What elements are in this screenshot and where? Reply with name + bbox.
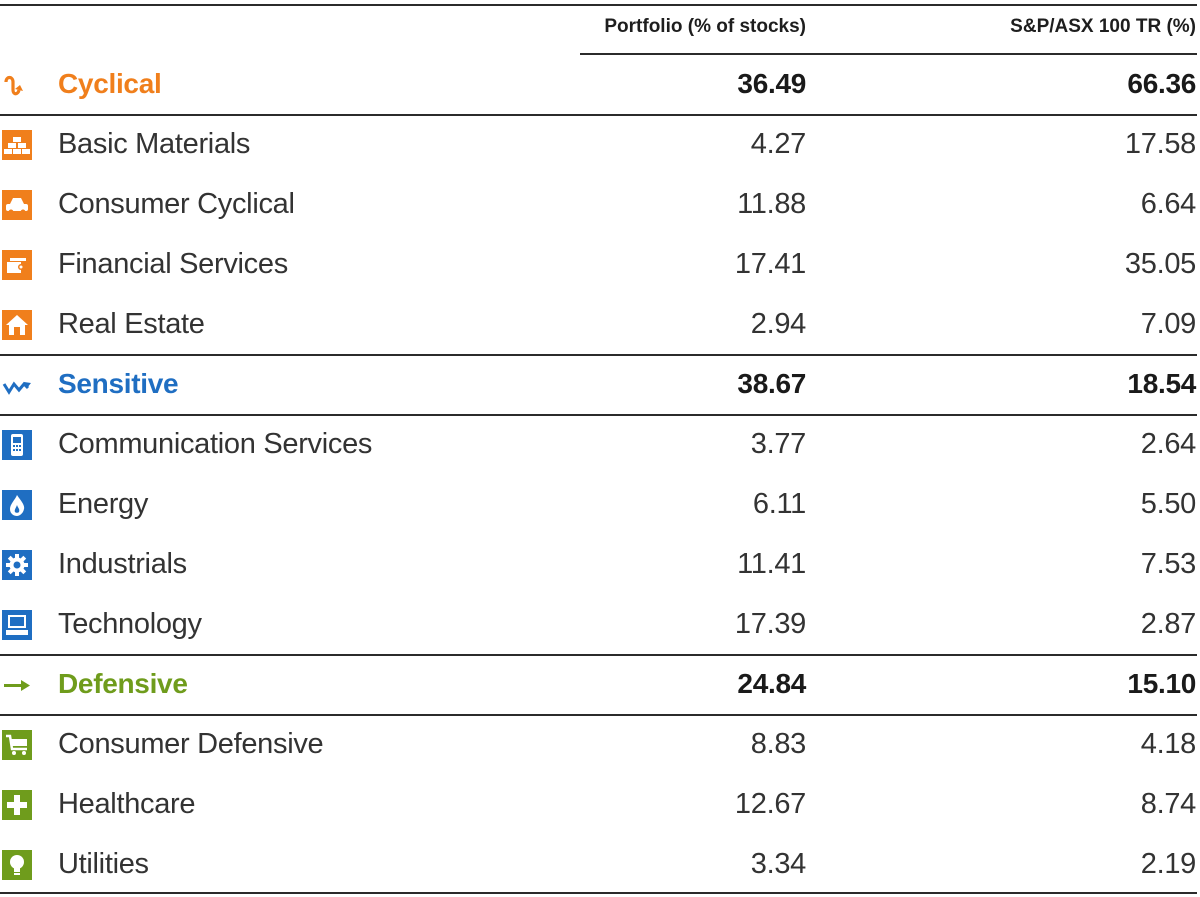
portfolio-value: 24.84 xyxy=(737,668,806,699)
benchmark-column-header: S&P/ASX 100 TR (%) xyxy=(1010,16,1196,37)
benchmark-value: 7.09 xyxy=(1140,308,1197,340)
sector-row: Healthcare 12.67 8.74 xyxy=(0,774,1200,834)
sector-row: Energy 6.11 5.50 xyxy=(0,474,1200,534)
sector-name: Utilities xyxy=(58,848,149,880)
car-icon xyxy=(2,190,32,220)
group-rule xyxy=(0,414,1197,416)
portfolio-value: 11.88 xyxy=(737,188,806,220)
benchmark-value: 17.58 xyxy=(1124,128,1196,160)
house-icon xyxy=(2,310,32,340)
sector-name: Consumer Defensive xyxy=(58,728,324,760)
sector-row: Consumer Cyclical 11.88 6.64 xyxy=(0,174,1200,234)
portfolio-value: 8.83 xyxy=(750,728,807,760)
super-sector-name: Cyclical xyxy=(58,68,162,99)
benchmark-value: 2.64 xyxy=(1140,428,1197,460)
benchmark-value: 7.53 xyxy=(1140,548,1197,580)
group-rule xyxy=(0,654,1197,656)
cyclical-icon xyxy=(4,75,23,96)
lightbulb-icon xyxy=(2,850,32,880)
sector-row: Real Estate 2.94 7.09 xyxy=(0,294,1200,354)
benchmark-value: 2.87 xyxy=(1140,608,1197,640)
sector-row: Financial Services 17.41 35.05 xyxy=(0,234,1200,294)
sector-row: Industrials 11.41 7.53 xyxy=(0,534,1200,594)
super-sector-row-defensive: Defensive 24.84 15.10 xyxy=(0,654,1200,714)
benchmark-value: 8.74 xyxy=(1140,788,1197,820)
sector-name: Industrials xyxy=(58,548,187,580)
cross-icon xyxy=(2,790,32,820)
financial-services-icon xyxy=(2,250,32,280)
portfolio-value: 4.27 xyxy=(750,128,807,160)
benchmark-value: 4.18 xyxy=(1140,728,1197,760)
sector-name: Consumer Cyclical xyxy=(58,188,295,220)
sector-name: Real Estate xyxy=(58,308,205,340)
super-sector-name: Defensive xyxy=(58,668,188,699)
sector-row: Consumer Defensive 8.83 4.18 xyxy=(0,714,1200,774)
group-rule xyxy=(0,354,1197,356)
portfolio-value: 6.11 xyxy=(752,488,806,520)
gear-icon xyxy=(2,550,32,580)
sector-name: Communication Services xyxy=(58,428,373,460)
top-rule xyxy=(0,4,1197,6)
portfolio-value: 17.41 xyxy=(734,248,806,280)
portfolio-value: 11.41 xyxy=(737,548,806,580)
group-rule xyxy=(0,114,1197,116)
super-sector-row-cyclical: Cyclical 36.49 66.36 xyxy=(0,54,1200,114)
super-sector-name: Sensitive xyxy=(58,368,179,399)
benchmark-value: 66.36 xyxy=(1127,68,1196,99)
sector-name: Healthcare xyxy=(58,788,196,820)
sector-row: Utilities 3.34 2.19 xyxy=(0,834,1200,894)
portfolio-value: 17.39 xyxy=(734,608,806,640)
defensive-icon xyxy=(4,680,30,691)
flame-icon xyxy=(2,490,32,520)
cart-icon xyxy=(2,730,32,760)
benchmark-value: 15.10 xyxy=(1127,668,1196,699)
portfolio-value: 3.34 xyxy=(750,848,807,880)
portfolio-value: 2.94 xyxy=(750,308,807,340)
sector-row: Technology 17.39 2.87 xyxy=(0,594,1200,654)
portfolio-column-header: Portfolio (% of stocks) xyxy=(604,16,806,37)
phone-icon xyxy=(2,430,32,460)
portfolio-value: 3.77 xyxy=(750,428,807,460)
benchmark-value: 2.19 xyxy=(1140,848,1197,880)
benchmark-value: 6.64 xyxy=(1140,188,1197,220)
header-rule xyxy=(580,53,1197,55)
basic-materials-icon xyxy=(2,130,32,160)
bottom-rule xyxy=(0,892,1197,894)
portfolio-value: 36.49 xyxy=(737,68,806,99)
portfolio-value: 12.67 xyxy=(734,788,806,820)
portfolio-value: 38.67 xyxy=(737,368,806,399)
sector-name: Financial Services xyxy=(58,248,288,280)
sector-row: Communication Services 3.77 2.64 xyxy=(0,414,1200,474)
benchmark-value: 35.05 xyxy=(1124,248,1196,280)
super-sector-row-sensitive: Sensitive 38.67 18.54 xyxy=(0,354,1200,414)
computer-icon xyxy=(2,610,32,640)
sector-name: Energy xyxy=(58,488,149,520)
benchmark-value: 5.50 xyxy=(1140,488,1197,520)
sector-name: Basic Materials xyxy=(58,128,251,160)
benchmark-value: 18.54 xyxy=(1127,368,1196,399)
sector-row: Basic Materials 4.27 17.58 xyxy=(0,114,1200,174)
sensitive-icon xyxy=(2,381,31,395)
sector-name: Technology xyxy=(58,608,202,640)
group-rule xyxy=(0,714,1197,716)
